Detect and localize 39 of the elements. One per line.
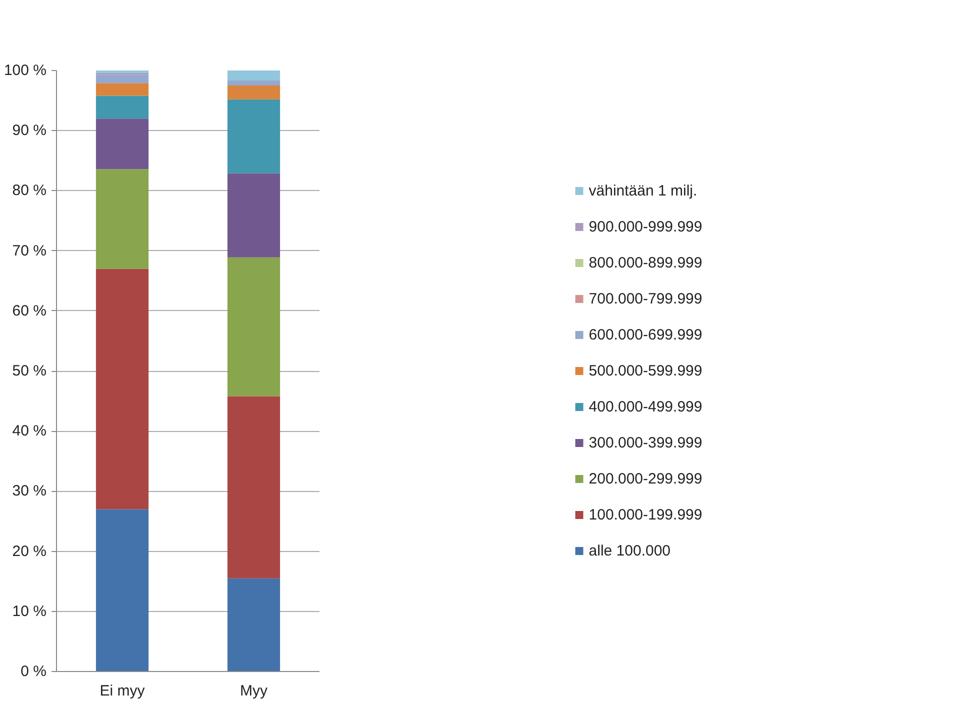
legend-label: vähintään 1 milj. [588, 182, 698, 199]
bar [96, 268, 149, 510]
y-tick-label: 70 % [12, 242, 47, 260]
legend-label: alle 100.000 [588, 542, 671, 559]
legend-label: 900.000-999.999 [588, 218, 702, 235]
bar [227, 578, 280, 672]
bar [227, 396, 280, 578]
bar [227, 173, 280, 258]
y-tick-label: 20 % [12, 542, 47, 560]
legend-label: 700.000-799.999 [588, 290, 702, 307]
y-tick-label: 30 % [12, 482, 47, 500]
y-tick-label: 90 % [12, 122, 47, 140]
bar [96, 74, 149, 84]
legend-label: 600.000-699.999 [588, 326, 702, 343]
bar [227, 70, 280, 80]
y-tick-label: 60 % [12, 302, 47, 320]
bar [227, 257, 280, 396]
y-tick-label: 100 % [4, 62, 47, 79]
bar [96, 509, 149, 672]
x-tick-label: Myy [240, 682, 268, 700]
bar [227, 86, 280, 100]
legend-label: 400.000-499.999 [588, 398, 702, 415]
bar [96, 83, 149, 96]
bar [227, 80, 280, 86]
legend-label: 300.000-399.999 [588, 434, 702, 451]
y-tick-label: 10 % [12, 602, 47, 620]
legend-label: 100.000-199.999 [588, 506, 702, 523]
y-tick-label: 80 % [12, 182, 47, 200]
y-tick-label: 40 % [12, 422, 47, 440]
legend-label: 800.000-899.999 [588, 254, 702, 271]
x-tick-label: Ei myy [100, 682, 146, 700]
legend-label: 200.000-299.999 [588, 470, 702, 487]
bar [227, 99, 280, 174]
y-tick-label: 50 % [12, 362, 47, 380]
legend-label: 500.000-599.999 [588, 362, 702, 379]
bar [96, 169, 149, 269]
y-tick-label: 0 % [20, 663, 47, 680]
bar [96, 96, 149, 119]
bar [96, 118, 149, 170]
